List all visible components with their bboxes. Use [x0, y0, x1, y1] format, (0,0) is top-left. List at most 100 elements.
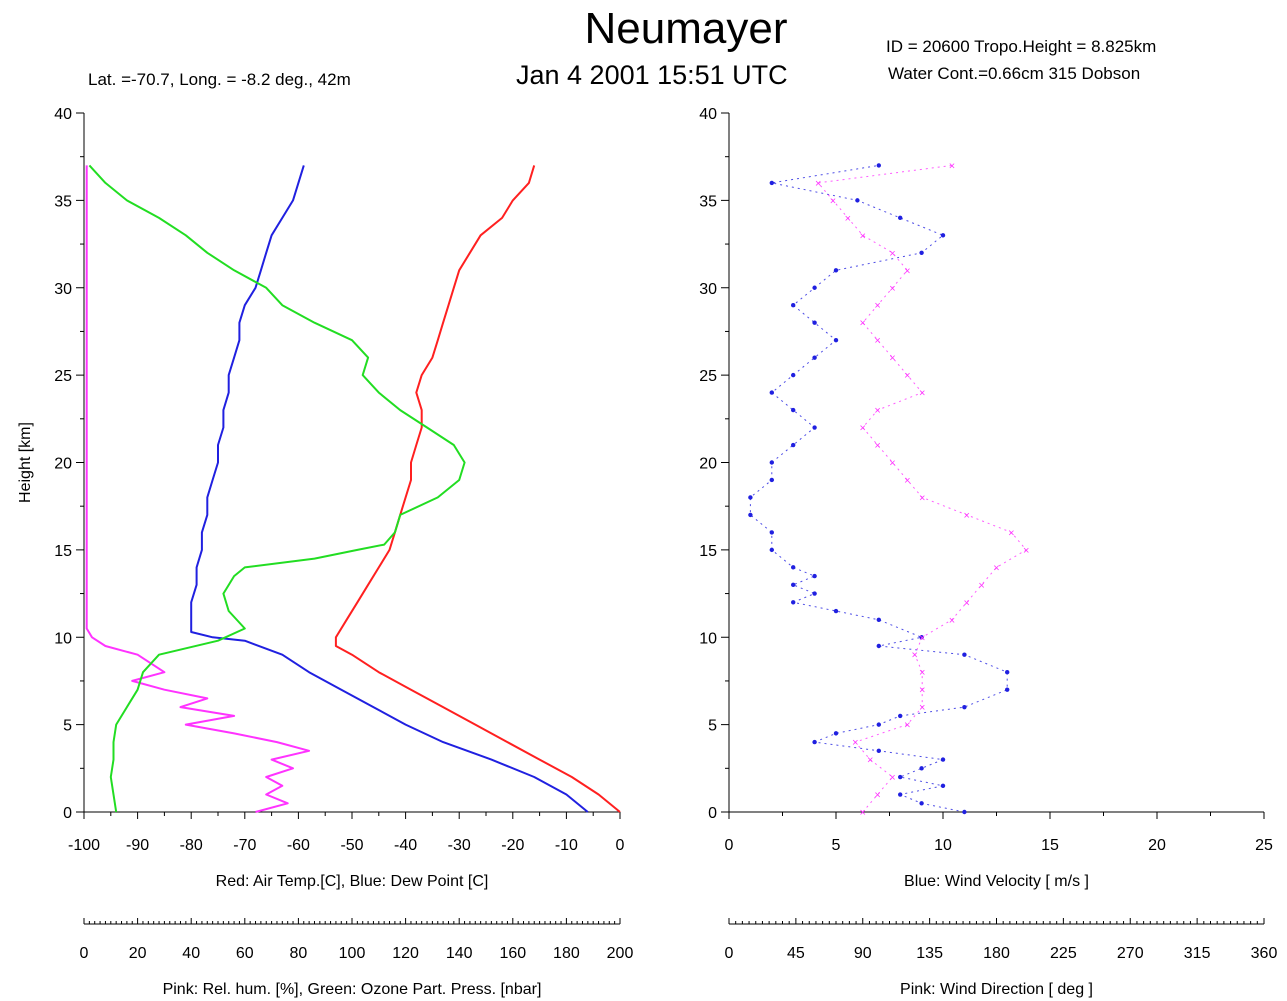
x-tick-label: -20: [501, 837, 524, 854]
pink-series-point: ×: [919, 685, 925, 697]
station-info: Lat. =-70.7, Long. = -8.2 deg., 42m: [88, 70, 351, 89]
secondary-tick-label: 60: [236, 945, 254, 962]
pink-series-point: ×: [904, 265, 910, 277]
blue-series-point: [833, 731, 839, 736]
blue-series-point: [1005, 687, 1010, 692]
blue-series-point: [1005, 670, 1010, 675]
secondary-tick-label: 200: [607, 945, 634, 962]
pink-series-point: ×: [860, 230, 866, 242]
x-tick-label: -10: [555, 837, 578, 854]
x-tick-label: 0: [725, 837, 734, 854]
secondary-tick-label: 360: [1251, 945, 1278, 962]
green-series-line: [88, 164, 466, 813]
blue-series-point: [898, 774, 903, 780]
blue-series-point: [876, 643, 881, 649]
x-tick-label: 15: [1041, 837, 1059, 854]
pink-series-point: ×: [904, 475, 910, 487]
secondary-tick-label: 140: [446, 945, 473, 962]
wind-plot: 0 5 10 15 20 25 30 35 40 0 5 10 15 20 25 Blue: Wind Vel…: [699, 106, 1277, 998]
blue-series-point: [833, 608, 839, 614]
pink-series-point: ×: [889, 248, 895, 260]
x-tick-label: -100: [68, 837, 100, 854]
pink-series-point: ×: [874, 335, 880, 347]
y-tick-label: 15: [54, 543, 72, 560]
pink-series-point: ×: [919, 388, 925, 400]
blue-series-point: [876, 617, 881, 622]
y-tick-label: 10: [699, 630, 717, 647]
red-series-line: [334, 165, 621, 813]
blue-series-trace: [749, 164, 1008, 813]
secondary-tick-label: 180: [553, 945, 580, 962]
secondary-tick-label: 45: [787, 945, 805, 962]
y-tick-label: 5: [708, 718, 717, 735]
blue-series-point: [919, 766, 924, 771]
y-tick-label: 5: [63, 718, 72, 735]
x-tick-label: -50: [340, 837, 363, 854]
blue-series-point: [919, 635, 924, 640]
pink-series-point: ×: [889, 283, 895, 295]
blue-series-point: [769, 180, 774, 186]
blue-series-point: [876, 163, 881, 168]
pink-series-point: ×: [889, 458, 895, 470]
pink-series-point: ×: [874, 405, 880, 417]
pink-series-point: ×: [852, 737, 858, 749]
y-tick-label: 25: [699, 368, 717, 385]
blue-series-point: [940, 757, 946, 762]
pink-series-point: ×: [919, 667, 925, 679]
x-tick-label: 0: [616, 837, 625, 854]
secondary-tick-label: 225: [1050, 945, 1077, 962]
pink-series-point: ×: [867, 755, 873, 767]
pink-series-line: [85, 165, 311, 813]
blue-series-line: [190, 165, 589, 813]
x-tick-label: -80: [180, 837, 203, 854]
pink-series-point: ×: [889, 772, 895, 784]
x-tick-label: -60: [287, 837, 310, 854]
y-tick-label: 40: [699, 106, 717, 123]
blue-series-point: [791, 582, 796, 588]
secondary-tick-label: 100: [339, 945, 366, 962]
y-tick-label: 20: [699, 456, 717, 473]
y-tick-label: 15: [699, 543, 717, 560]
pink-series-point: ×: [845, 213, 851, 225]
blue-series-point: [748, 495, 753, 500]
pink-series-point: ×: [889, 353, 895, 365]
pink-series-point: ×: [1008, 527, 1014, 539]
blue-series-point: [898, 215, 903, 221]
x-tick-label: 25: [1255, 837, 1273, 854]
secondary-tick-label: 0: [80, 945, 89, 962]
timestamp-subtitle: Jan 4 2001 15:51 UTC: [516, 60, 788, 90]
secondary-tick-label: 315: [1184, 945, 1211, 962]
blue-series-point: [833, 268, 839, 273]
y-axis-label: Height [km]: [17, 422, 34, 503]
x-axis-label-main: Red: Air Temp.[C], Blue: Dew Point [C]: [216, 873, 489, 890]
pink-series-point: ×: [978, 580, 984, 592]
y-tick-label: 10: [54, 630, 72, 647]
pink-series-point: ×: [949, 615, 955, 627]
x-axis-label-secondary: Pink: Wind Direction [ deg ]: [900, 981, 1093, 998]
y-tick-label: 40: [54, 106, 72, 123]
blue-series-point: [791, 600, 796, 605]
secondary-tick-label: 0: [725, 945, 734, 962]
pink-series-point: ×: [874, 790, 880, 802]
secondary-tick-label: 270: [1117, 945, 1144, 962]
secondary-tick-label: 20: [129, 945, 147, 962]
pink-series-point: ×: [830, 195, 836, 207]
pink-series-point: ×: [874, 440, 880, 452]
y-tick-label: 0: [63, 805, 72, 822]
x-tick-label: -40: [394, 837, 417, 854]
water-info: Water Cont.=0.66cm 315 Dobson: [888, 64, 1141, 83]
blue-series-point: [940, 233, 946, 238]
y-tick-label: 30: [54, 281, 72, 298]
secondary-tick-label: 180: [983, 945, 1010, 962]
blue-series-point: [940, 783, 946, 788]
x-tick-label: 10: [934, 837, 952, 854]
id-info: ID = 20600 Tropo.Height = 8.825km: [886, 37, 1157, 56]
pink-series-point: ×: [964, 510, 970, 522]
secondary-tick-label: 90: [854, 945, 872, 962]
blue-series-point: [812, 739, 817, 745]
pink-series-point: ×: [1023, 545, 1029, 557]
pink-series-point: ×: [874, 300, 880, 312]
pink-series-point: ×: [993, 562, 999, 574]
